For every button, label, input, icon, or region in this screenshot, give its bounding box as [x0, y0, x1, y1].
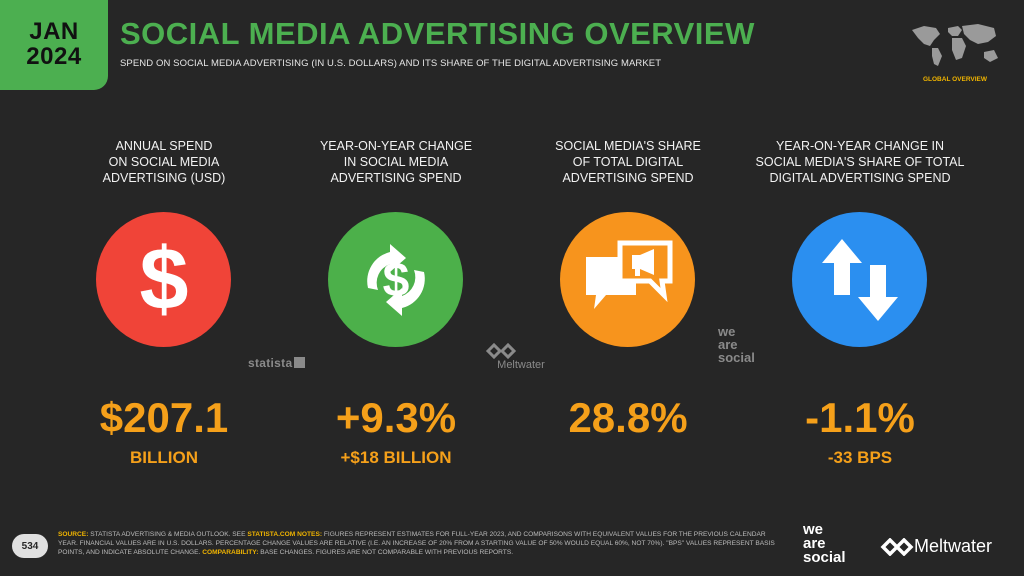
global-overview-label: GLOBAL OVERVIEW — [922, 76, 988, 83]
statista-logo: statista — [248, 356, 306, 370]
metric-label: ANNUAL SPEND ON SOCIAL MEDIA ADVERTISING… — [102, 139, 226, 185]
date-badge: JAN 2024 — [0, 0, 108, 90]
metric-label: YEAR-ON-YEAR CHANGE IN SOCIAL MEDIA'S SH… — [755, 139, 965, 185]
source-link[interactable]: STATISTA.COM — [247, 531, 296, 538]
date-month: JAN — [29, 18, 79, 45]
metric-icon-circle — [560, 212, 695, 347]
metric-value: -1.1% — [805, 394, 915, 441]
metric-icon-circle — [792, 212, 927, 347]
metric-value: 28.8% — [568, 394, 688, 441]
wesocial-logo: we are social — [718, 324, 755, 365]
meltwater-footer-logo: Meltwater — [880, 536, 992, 557]
global-overview-badge: GLOBAL OVERVIEW — [906, 20, 1004, 86]
page-number: 534 — [12, 534, 48, 558]
dollar-icon: $ — [139, 235, 188, 325]
statista-mark-icon — [294, 357, 306, 368]
dollar-exchange-icon: $ — [366, 243, 425, 316]
page-subtitle: SPEND ON SOCIAL MEDIA ADVERTISING (IN U.… — [120, 58, 662, 69]
metric-label: SOCIAL MEDIA'S SHARE OF TOTAL DIGITAL AD… — [555, 139, 701, 185]
date-year: 2024 — [26, 43, 82, 70]
page-title: SOCIAL MEDIA ADVERTISING OVERVIEW — [120, 16, 755, 51]
metric-icon-circle: $ — [328, 212, 463, 347]
svg-text:$: $ — [139, 235, 188, 325]
metric-value: $207.1 — [99, 394, 229, 441]
metric-sub-value: -33 BPS — [827, 448, 893, 467]
up-down-arrows-icon — [821, 238, 898, 321]
metric-sub-value: BILLION — [130, 448, 198, 467]
metric-icon-circle: $ — [96, 212, 231, 347]
metric-sub-value: +$18 BILLION — [340, 448, 452, 467]
source-notes: SOURCE: STATISTA ADVERTISING & MEDIA OUT… — [58, 531, 775, 556]
world-map-icon — [912, 24, 998, 66]
svg-text:$: $ — [382, 254, 409, 307]
meltwater-logo: Meltwater — [486, 343, 556, 371]
meltwater-mark-icon — [486, 343, 516, 359]
metric-value: +9.3% — [335, 394, 457, 441]
wesocial-footer-logo: we are social — [803, 521, 846, 566]
meltwater-mark-icon — [880, 537, 914, 556]
megaphone-chat-icon — [585, 240, 672, 309]
metric-label: YEAR-ON-YEAR CHANGE IN SOCIAL MEDIA ADVE… — [319, 139, 473, 185]
